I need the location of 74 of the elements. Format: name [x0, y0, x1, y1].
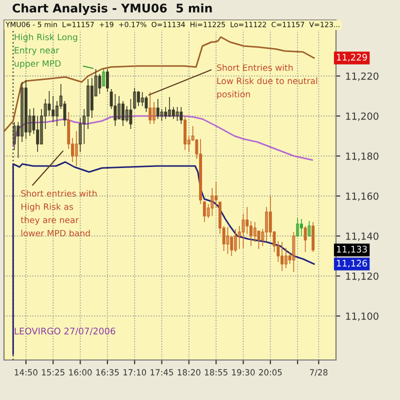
annotation: Short Entries with Low Risk due to neutral position	[217, 64, 318, 100]
candlestick	[300, 218, 303, 236]
x-tick-label: 14:50	[14, 369, 38, 376]
candlestick	[176, 106, 179, 122]
candlestick	[280, 242, 284, 272]
candlestick	[210, 188, 214, 216]
candlestick	[284, 248, 288, 268]
y-tick-label: 11,120	[346, 272, 378, 281]
candlestick	[214, 182, 218, 208]
x-tick-label: 18:20	[178, 369, 200, 376]
candlestick	[86, 78, 90, 130]
candlestick	[136, 90, 140, 106]
candlestick	[265, 206, 268, 242]
x-tick-label: 17:45	[150, 369, 174, 376]
candlestick	[52, 96, 55, 122]
candlestick	[292, 232, 296, 272]
candlestick	[98, 74, 102, 94]
candlestick	[242, 214, 245, 248]
candlestick	[180, 106, 183, 124]
x-tick-label: 18:55	[204, 369, 228, 376]
candlestick	[234, 228, 237, 252]
candlestick	[12, 122, 16, 150]
candlestick	[148, 92, 152, 124]
y-tick-label: 11,200	[346, 112, 378, 121]
candlestick	[253, 222, 256, 242]
candlestick	[36, 116, 40, 152]
annotation: 11,126	[336, 260, 368, 268]
chart-title: Chart Analysis - YMU06 5 min	[12, 3, 212, 15]
candlestick	[164, 106, 168, 120]
candlestick	[125, 106, 128, 122]
candlestick	[118, 96, 121, 120]
candlestick	[296, 218, 300, 238]
candlestick	[202, 200, 206, 222]
x-tick-label: 7/28	[310, 369, 328, 376]
annotation: 11,133	[336, 246, 367, 254]
x-tick-label: 20:05	[259, 369, 282, 376]
x-tick-label: 17:10	[124, 369, 146, 376]
candlestick	[250, 220, 252, 246]
y-tick-label: 11,180	[346, 152, 378, 161]
candlestick	[184, 116, 187, 150]
annotation: Short entries with High Risk as they are near lower MPD band	[20, 190, 97, 236]
candlestick	[156, 98, 160, 120]
candlestick	[140, 92, 144, 106]
candlestick	[160, 108, 164, 122]
candlestick	[308, 220, 311, 236]
x-tick-label: 19:30	[232, 369, 255, 376]
annotation: LEOVIRGO 27/07/2006	[14, 328, 116, 336]
x-tick-label: 16:00	[69, 369, 92, 376]
candlestick	[226, 226, 230, 254]
y-tick-label: 11,140	[346, 232, 378, 241]
candlestick	[152, 102, 156, 124]
candlestick	[102, 68, 106, 86]
candlestick	[304, 226, 307, 252]
candlestick	[121, 100, 124, 126]
y-tick-label: 11,100	[346, 312, 378, 321]
annotation: High Risk Long Entry near upper MPD	[14, 34, 78, 68]
candlestick	[312, 222, 315, 252]
candlestick	[90, 78, 94, 118]
candlestick	[168, 96, 172, 118]
line-series	[12, 161, 315, 355]
candlestick	[246, 206, 249, 234]
candlestick	[172, 106, 175, 120]
candlestick	[129, 98, 132, 130]
x-tick-label: 16:35	[96, 369, 119, 376]
y-tick-label: 11,220	[346, 72, 378, 81]
annotation: 11,229	[336, 54, 367, 62]
x-tick-label: 15:25	[42, 369, 64, 376]
candlestick	[106, 68, 109, 92]
candlestick	[230, 236, 234, 256]
candlestick	[74, 130, 78, 166]
candlestick	[114, 94, 117, 126]
candlestick	[20, 82, 24, 142]
y-tick-label: 11,160	[346, 192, 378, 201]
candlestick	[133, 88, 136, 110]
